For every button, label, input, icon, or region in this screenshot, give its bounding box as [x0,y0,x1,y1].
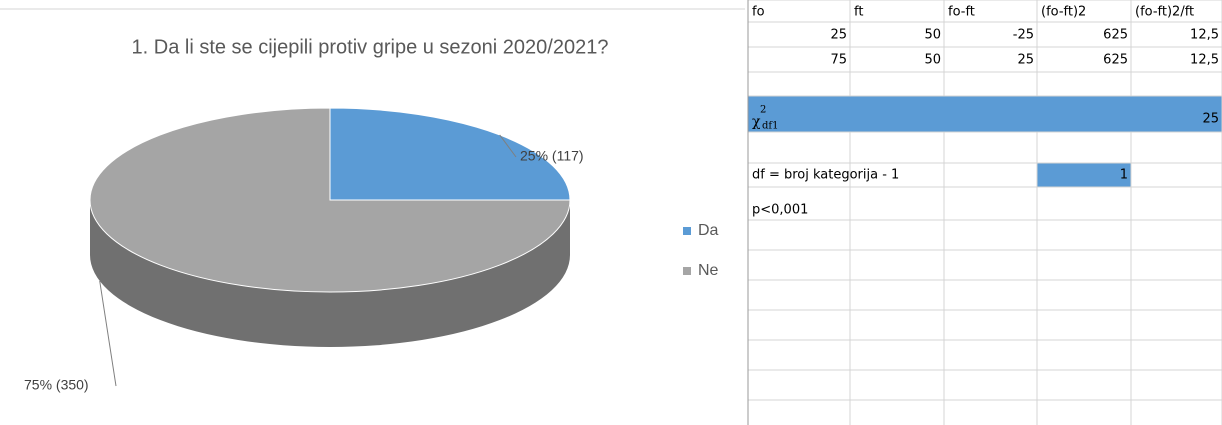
number-cell: 625 [1103,53,1128,68]
pie-slice [89,107,571,293]
number-cell: 75 [830,53,847,68]
number-cell: 25 [1017,53,1034,68]
data-label: 25% (117) [520,148,584,164]
p-value: p<0,001 [752,203,808,218]
df-label: df = broj kategorija - 1 [752,168,899,183]
number-cell: 25 [830,28,847,43]
number-cell: 625 [1103,28,1128,43]
header-cell: fo-ft [948,5,975,20]
chi-row [748,96,1222,132]
number-cell: 12,5 [1190,28,1219,43]
legend-swatch [683,267,691,275]
chi-sup: 2 [760,105,766,116]
chi-sub: df1 [762,121,778,132]
number-cell: 50 [924,53,941,68]
number-cell: -25 [1013,28,1034,43]
number-cell: 50 [924,28,941,43]
leader-line [499,134,517,158]
number-cell: 12,5 [1190,53,1219,68]
header-cell: (fo-ft)2 [1041,5,1086,20]
pie: 25% (117) 75% (350) Da Ne [24,107,719,393]
chi-value: 25 [1202,112,1219,127]
header-cell: ft [854,5,863,20]
chi-symbol: χ [752,114,761,130]
chart-title: 1. Da li ste se cijepili protiv gripe u … [132,36,609,58]
legend-label: Da [698,222,719,239]
df-value-cell [1037,163,1131,187]
df-value: 1 [1120,168,1128,183]
leader-line [99,280,117,387]
header-cell: (fo-ft)2/ft [1135,5,1194,20]
legend-label: Ne [698,262,719,279]
header-cell: fo [752,5,765,20]
pie-side [90,200,570,347]
data-label: 75% (350) [24,377,89,393]
legend-swatch [683,227,691,235]
